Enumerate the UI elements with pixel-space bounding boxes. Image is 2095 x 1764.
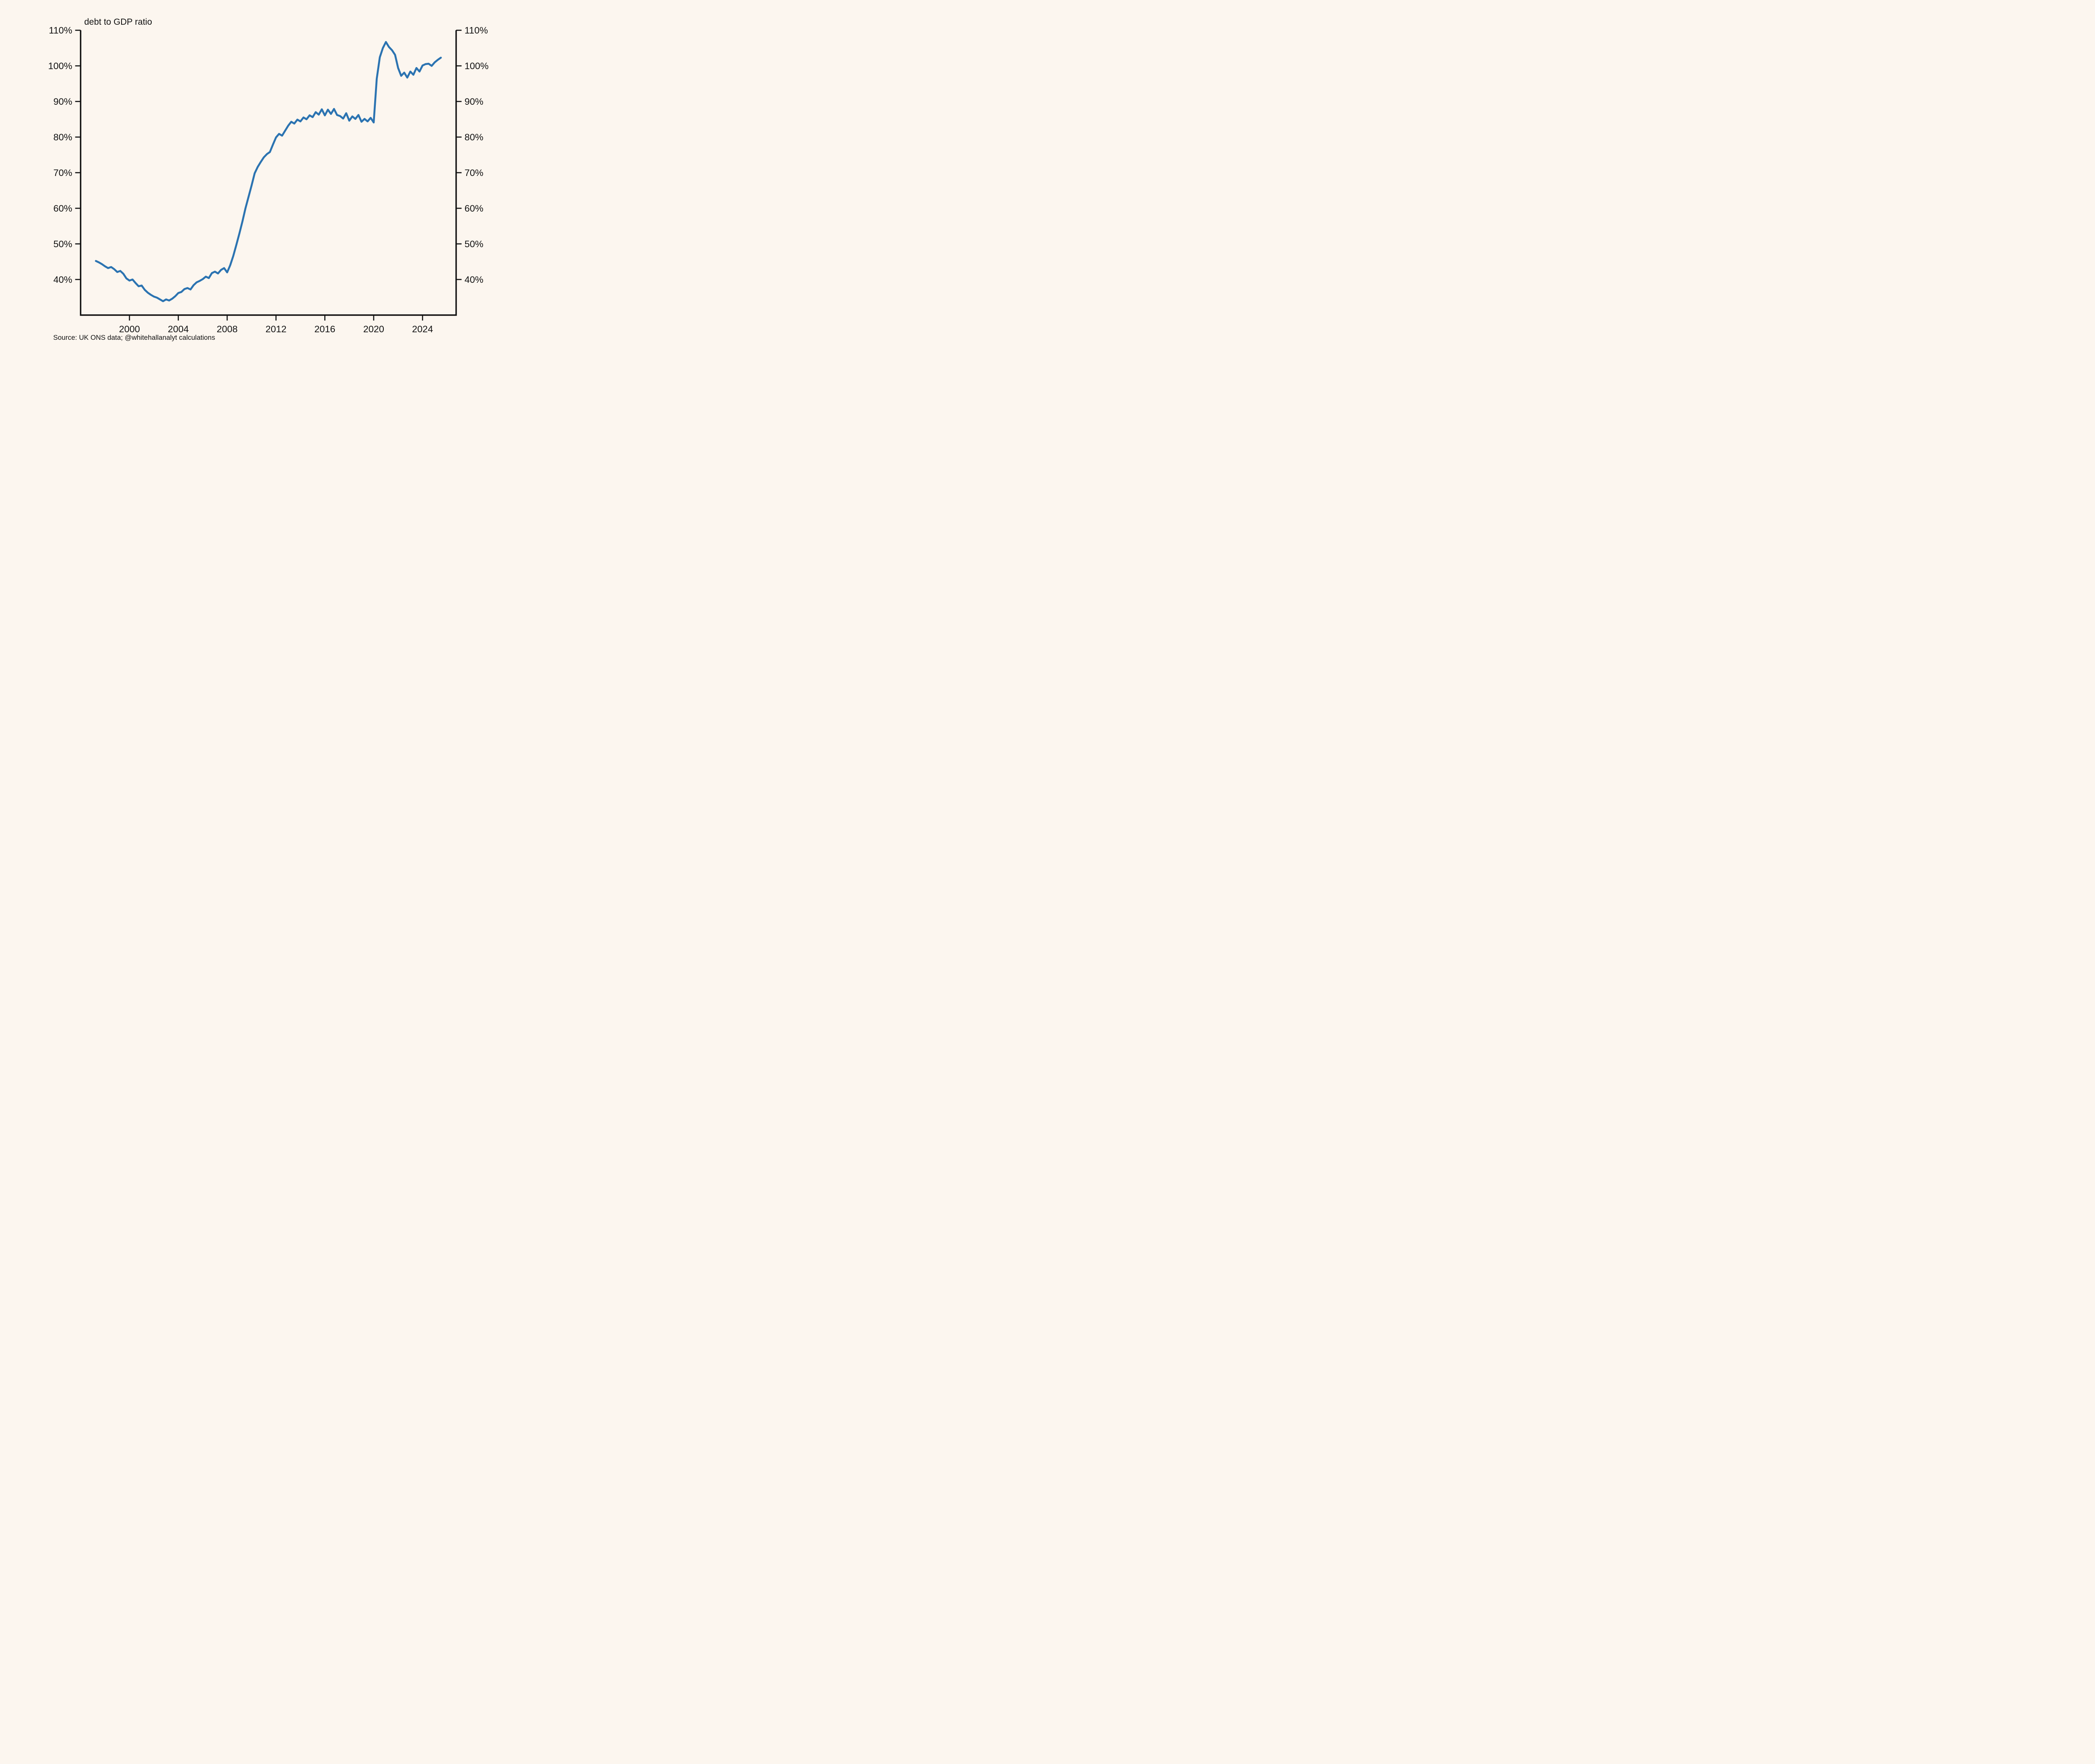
y-axis-tick-label-left: 100% <box>48 61 72 71</box>
y-axis-tick-label-right: 110% <box>465 25 488 36</box>
y-axis-tick-label-left: 110% <box>49 25 72 36</box>
source-note: Source: UK ONS data; @whitehallanalyt ca… <box>53 334 215 341</box>
chart-canvas: 40% 40% 50% 50% 60% 60% 70% 70% 80% 80% 90% 90% 100%… <box>48 25 489 334</box>
y-axis-tick-label-right: 40% <box>465 274 484 285</box>
x-axis-tick-label: 2000 <box>119 324 140 334</box>
data-line <box>95 41 442 303</box>
y-axis-tick-label-left: 40% <box>53 274 72 285</box>
x-axis-tick-label: 2020 <box>363 324 384 334</box>
x-axis-tick-label: 2004 <box>168 324 189 334</box>
y-axis-tick-label-right: 100% <box>465 61 489 71</box>
y-axis-tick-label-right: 50% <box>465 239 484 249</box>
x-axis-tick-label: 2012 <box>266 324 287 334</box>
y-axis-tick-label-left: 80% <box>53 132 72 142</box>
chart-title: debt to GDP ratio <box>84 17 152 27</box>
y-axis-tick-label-right: 80% <box>465 132 484 142</box>
y-axis-tick-label-right: 70% <box>465 168 484 178</box>
y-axis-tick-label-right: 90% <box>465 96 484 107</box>
y-axis-tick-label-right: 60% <box>465 203 484 214</box>
y-axis-tick-label-left: 70% <box>53 168 72 178</box>
x-axis-tick-label: 2024 <box>412 324 433 334</box>
y-axis-tick-label-left: 60% <box>53 203 72 214</box>
x-axis-tick-label: 2008 <box>217 324 238 334</box>
chart-page: 40% 40% 50% 50% 60% 60% 70% 70% 80% 80% 90% 90% 100%… <box>0 0 536 353</box>
y-axis-tick-label-left: 90% <box>53 96 72 107</box>
y-axis-tick-label-left: 50% <box>53 239 72 249</box>
x-axis-tick-label: 2016 <box>314 324 335 334</box>
